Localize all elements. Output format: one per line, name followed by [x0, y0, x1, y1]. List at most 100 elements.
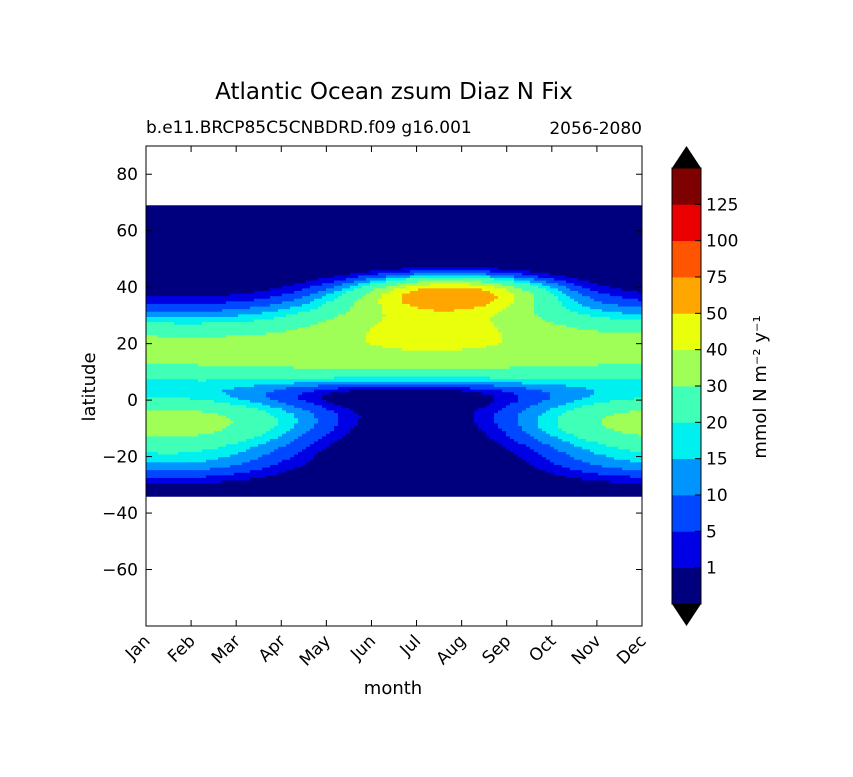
contour-cell [506, 239, 511, 243]
contour-cell [206, 267, 211, 271]
contour-cell [278, 236, 283, 240]
contour-cell [366, 285, 371, 289]
contour-cell [598, 301, 603, 305]
contour-cell [462, 303, 467, 308]
contour-cell [582, 254, 587, 258]
contour-cell [546, 290, 551, 295]
contour-cell [202, 272, 207, 277]
contour-cell [226, 275, 231, 279]
contour-cell [522, 278, 527, 282]
contour-cell [298, 257, 303, 261]
contour-cell [338, 301, 343, 305]
contour-cell [290, 267, 295, 271]
contour-cell [310, 296, 315, 300]
contour-cell [190, 303, 195, 308]
contour-cell [278, 239, 283, 243]
contour-cell [406, 265, 411, 269]
contour-cell [254, 257, 259, 261]
contour-cell [598, 241, 603, 245]
contour-cell [182, 301, 187, 305]
contour-cell [466, 267, 471, 271]
contour-cell [442, 262, 447, 266]
contour-cell [370, 220, 375, 225]
contour-cell [314, 241, 319, 245]
contour-cell [430, 270, 435, 274]
contour-cell [562, 241, 567, 245]
contour-cell [510, 205, 515, 209]
contour-cell [566, 213, 571, 217]
contour-cell [186, 275, 191, 279]
contour-cell [366, 259, 371, 264]
contour-cell [350, 290, 355, 295]
contour-cell [242, 249, 247, 253]
contour-cell [574, 223, 579, 227]
contour-cell [366, 213, 371, 217]
contour-cell [378, 241, 383, 245]
contour-cell [198, 218, 203, 222]
contour-cell [162, 226, 167, 230]
contour-cell [490, 207, 495, 212]
contour-cell [346, 267, 351, 271]
contour-cell [254, 298, 259, 302]
contour-cell [578, 223, 583, 227]
contour-cell [626, 301, 631, 305]
contour-cell [218, 290, 223, 295]
contour-cell [402, 218, 407, 222]
contour-cell [190, 213, 195, 217]
contour-cell [582, 210, 587, 214]
contour-cell [510, 239, 515, 243]
contour-cell [478, 278, 483, 282]
contour-cell [626, 267, 631, 271]
contour-cell [618, 270, 623, 274]
contour-cell [602, 215, 607, 219]
contour-cell [470, 218, 475, 222]
contour-cell [338, 298, 343, 302]
contour-cell [202, 309, 207, 313]
contour-cell [514, 265, 519, 269]
contour-cell [358, 236, 363, 240]
contour-cell [438, 296, 443, 300]
contour-cell [470, 205, 475, 209]
contour-cell [182, 246, 187, 251]
contour-cell [550, 288, 555, 292]
contour-cell [442, 296, 447, 300]
contour-cell [346, 218, 351, 222]
contour-cell [566, 293, 571, 297]
contour-cell [426, 280, 431, 284]
contour-cell [366, 290, 371, 295]
contour-cell [298, 215, 303, 219]
contour-cell [374, 231, 379, 235]
contour-cell [346, 303, 351, 308]
contour-cell [442, 280, 447, 284]
contour-cell [458, 301, 463, 305]
contour-cell [482, 283, 487, 287]
contour-cell [278, 288, 283, 292]
contour-cell [490, 306, 495, 310]
contour-cell [518, 290, 523, 295]
contour-cell [338, 210, 343, 214]
contour-cell [414, 226, 419, 230]
contour-cell [330, 246, 335, 251]
contour-cell [522, 210, 527, 214]
contour-cell [154, 207, 159, 212]
contour-cell [454, 303, 459, 308]
contour-cell [166, 241, 171, 245]
contour-cell [206, 270, 211, 274]
contour-cell [354, 293, 359, 297]
contour-cell [166, 272, 171, 277]
contour-cell [242, 293, 247, 297]
contour-cell [610, 210, 615, 214]
contour-cell [462, 226, 467, 230]
contour-cell [346, 275, 351, 279]
contour-cell [270, 285, 275, 289]
contour-cell [450, 213, 455, 217]
contour-cell [194, 280, 199, 284]
contour-cell [482, 226, 487, 230]
contour-cell [154, 226, 159, 230]
contour-cell [190, 270, 195, 274]
contour-cell [634, 270, 639, 274]
contour-cell [494, 218, 499, 222]
contour-cell [226, 207, 231, 212]
contour-cell [178, 280, 183, 284]
